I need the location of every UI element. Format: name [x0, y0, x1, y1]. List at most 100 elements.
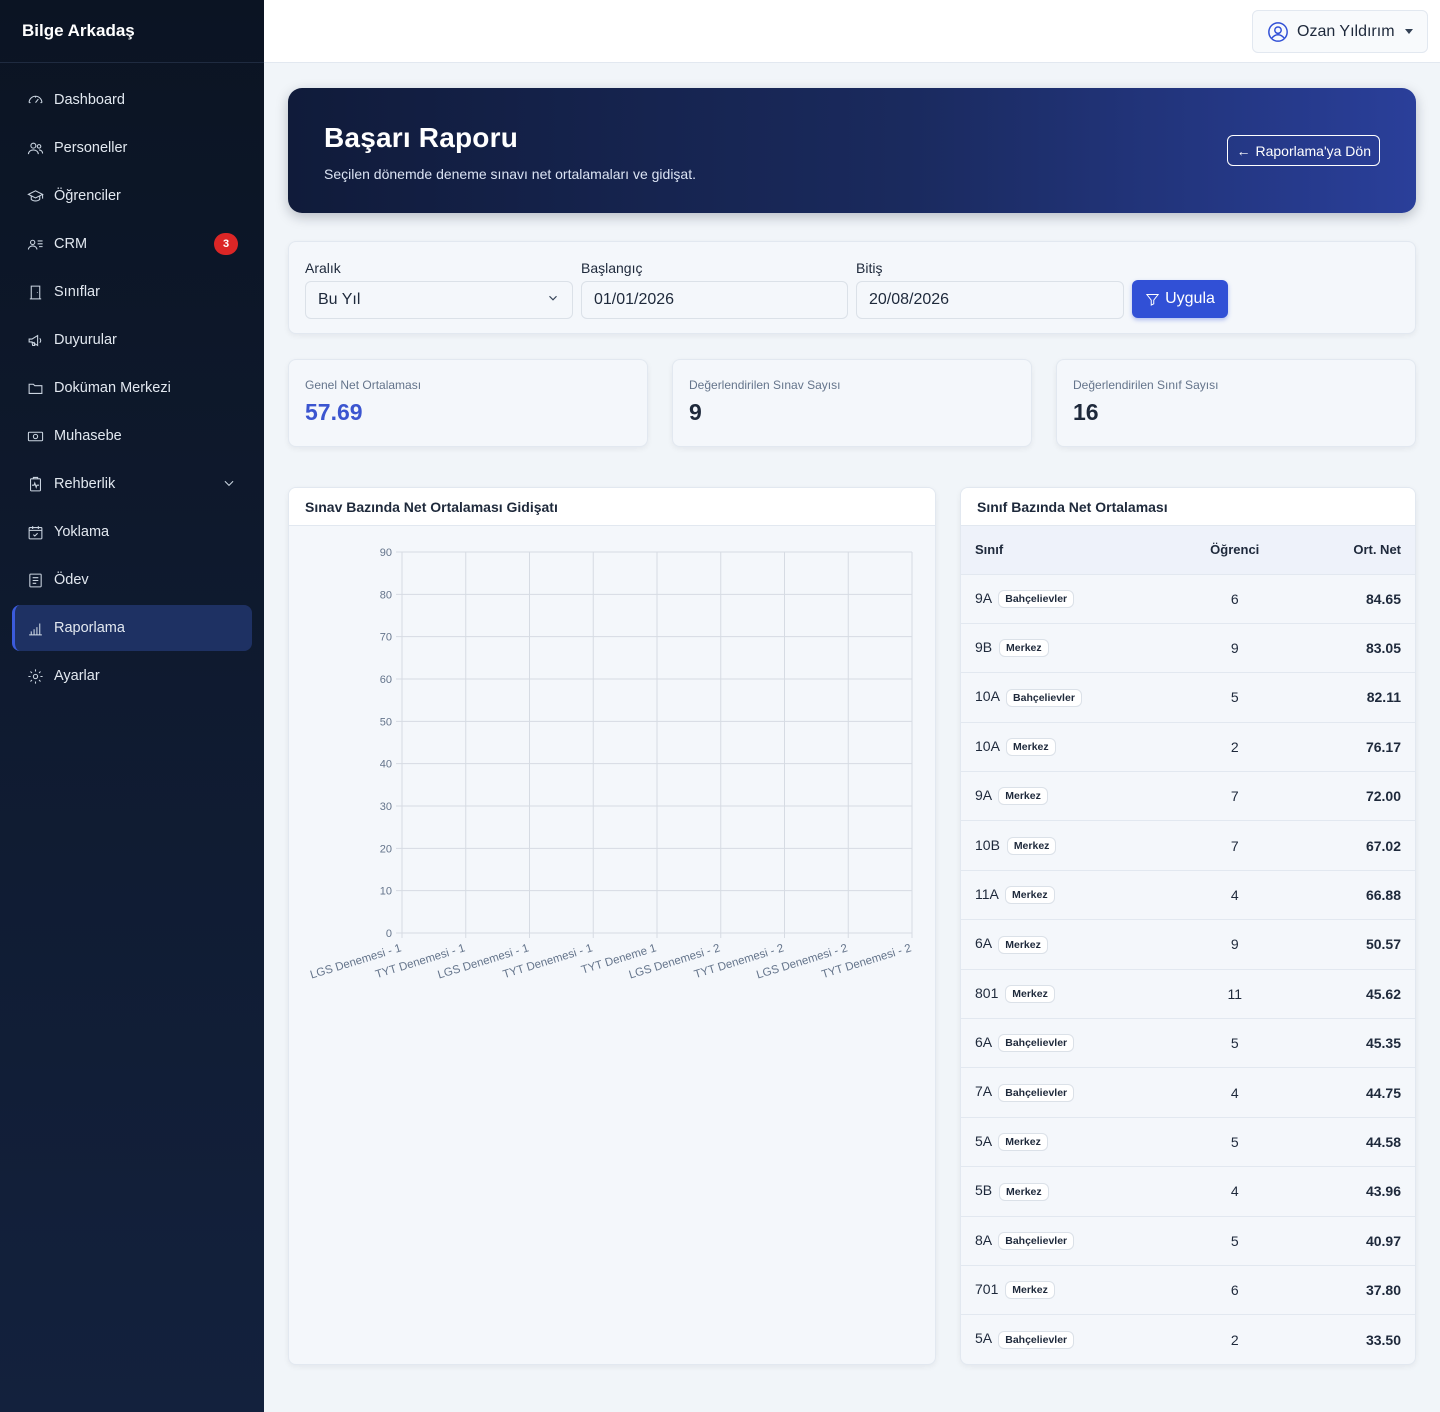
sidebar-item-duyurular[interactable]: Duyurular — [12, 317, 252, 363]
brand-logo-text[interactable]: Bilge Arkadaş — [0, 0, 264, 63]
sidebar-item-crm[interactable]: CRM 3 — [12, 221, 252, 267]
sidebar-item-label: Yoklama — [54, 524, 110, 540]
branch-badge: Bahçelievler — [998, 1034, 1075, 1053]
table-row[interactable]: 801 Merkez 11 45.62 — [961, 969, 1415, 1019]
y-tick-label: 70 — [380, 632, 392, 644]
start-date-field: Başlangıç 01/01/2026 — [581, 260, 848, 319]
table-row[interactable]: 5A Bahçelievler 2 33.50 — [961, 1315, 1415, 1364]
branch-badge: Bahçelievler — [1006, 688, 1082, 707]
start-date-input[interactable]: 01/01/2026 — [581, 281, 848, 319]
table-row[interactable]: 10B Merkez 7 67.02 — [961, 821, 1415, 871]
table-row[interactable]: 9B Merkez 9 83.05 — [961, 623, 1415, 673]
class-name: 7A — [975, 1083, 992, 1100]
contact-card-icon — [26, 235, 44, 253]
report-panels: Sınav Bazında Net Ortalaması Gidişatı 0 1… — [288, 487, 1416, 1367]
avg-net-cell: 72.00 — [1365, 788, 1401, 805]
student-count-cell: 6 — [1230, 590, 1239, 607]
student-count-cell: 5 — [1230, 1133, 1239, 1150]
sidebar-item-label: Rehberlik — [54, 476, 116, 492]
table-panel-title: Sınıf Bazında Net Ortalaması — [961, 488, 1415, 526]
stat-card-class-count: Değerlendirilen Sınıf Sayısı 16 — [1056, 359, 1416, 447]
avg-net-cell: 76.17 — [1365, 738, 1401, 755]
branch-badge: Bahçelievler — [998, 589, 1075, 608]
end-date-input[interactable]: 20/08/2026 — [856, 281, 1124, 319]
branch-badge: Merkez — [998, 787, 1048, 806]
student-count-cell: 2 — [1230, 738, 1239, 755]
calendar-check-icon — [26, 523, 44, 541]
table-header-row: Sınıf Öğrenci Ort. Net — [961, 526, 1415, 575]
student-count-cell: 7 — [1230, 788, 1239, 805]
chevron-down-icon[interactable] — [222, 476, 236, 494]
sidebar-item-odev[interactable]: Ödev — [12, 557, 252, 603]
table-row[interactable]: 9A Bahçelievler 6 84.65 — [961, 574, 1415, 624]
table-row[interactable]: 6A Merkez 9 50.57 — [961, 920, 1415, 970]
apply-filter-button[interactable]: Uygula — [1132, 280, 1228, 318]
class-name: 701 — [975, 1281, 999, 1298]
class-cell: 701 Merkez — [961, 1265, 1174, 1314]
branch-badge: Merkez — [999, 639, 1049, 658]
back-to-reports-button[interactable]: ← Raporlama'ya Dön — [1227, 135, 1380, 166]
branch-badge: Merkez — [999, 1182, 1049, 1201]
stat-card-general-net: Genel Net Ortalaması 57.69 — [288, 359, 648, 447]
table-row[interactable]: 9A Merkez 7 72.00 — [961, 772, 1415, 821]
table-row[interactable]: 701 Merkez 6 37.80 — [961, 1265, 1415, 1315]
branch-badge: Merkez — [998, 1133, 1048, 1152]
class-table-body: 9A Bahçelievler 6 84.65 9B Merkez 9 83.05 10A … — [961, 574, 1415, 1364]
class-cell: 10A Bahçelievler — [961, 673, 1174, 722]
sidebar-item-ayarlar[interactable]: Ayarlar — [12, 653, 252, 699]
class-name: 6A — [975, 1034, 992, 1051]
class-name: 10A — [975, 688, 1000, 705]
range-label: Aralık — [305, 260, 341, 276]
stat-label: Değerlendirilen Sınıf Sayısı — [1073, 378, 1219, 392]
sidebar-item-label: Ödev — [54, 572, 89, 588]
graduation-cap-icon — [26, 187, 44, 205]
sidebar-item-personeller[interactable]: Personeller — [12, 125, 252, 171]
class-name: 5B — [975, 1182, 993, 1199]
table-row[interactable]: 5B Merkez 4 43.96 — [961, 1167, 1415, 1217]
table-row[interactable]: 10A Bahçelievler 5 82.11 — [961, 673, 1415, 723]
page-header-banner: Başarı Raporu Seçilen dönemde deneme sın… — [288, 88, 1416, 213]
y-tick-label: 60 — [380, 674, 392, 686]
sidebar-item-rehberlik[interactable]: Rehberlik — [12, 461, 252, 507]
sidebar-item-muhasebe[interactable]: Muhasebe — [12, 413, 252, 459]
sidebar-item-siniflar[interactable]: Sınıflar — [12, 269, 252, 315]
column-header-avg-net[interactable]: Ort. Net — [1295, 526, 1415, 575]
student-count-cell: 11 — [1227, 985, 1242, 1002]
table-row[interactable]: 11A Merkez 4 66.88 — [961, 870, 1415, 920]
avg-net-cell: 82.11 — [1366, 689, 1401, 706]
sidebar-item-label: Ayarlar — [54, 668, 100, 684]
chart-panel-title: Sınav Bazında Net Ortalaması Gidişatı — [289, 488, 935, 526]
table-row[interactable]: 5A Merkez 5 44.58 — [961, 1117, 1415, 1167]
crm-count-badge: 3 — [214, 233, 238, 255]
class-cell: 9A Merkez — [961, 772, 1174, 821]
sidebar-item-dashboard[interactable]: Dashboard — [12, 77, 252, 123]
column-header-class[interactable]: Sınıf — [961, 526, 1174, 575]
avg-net-cell: 37.80 — [1365, 1282, 1401, 1299]
table-row[interactable]: 8A Bahçelievler 5 40.97 — [961, 1216, 1415, 1266]
column-header-students[interactable]: Öğrenci — [1173, 526, 1296, 575]
y-tick-label: 10 — [380, 886, 392, 898]
sidebar-item-dokuman-merkezi[interactable]: Doküman Merkezi — [12, 365, 252, 411]
range-select[interactable]: Bu Yıl — [305, 281, 573, 319]
sidebar-item-label: Muhasebe — [54, 428, 122, 444]
sidebar-item-label: Dashboard — [54, 92, 125, 108]
table-row[interactable]: 7A Bahçelievler 4 44.75 — [961, 1068, 1415, 1118]
table-row[interactable]: 10A Merkez 2 76.17 — [961, 722, 1415, 772]
sidebar-item-label: Öğrenciler — [54, 188, 121, 204]
sidebar-nav: Dashboard Personeller Öğrenciler CRM 3 S… — [0, 63, 264, 699]
trend-chart-panel: Sınav Bazında Net Ortalaması Gidişatı 0 1… — [288, 487, 936, 1365]
sidebar-item-raporlama[interactable]: Raporlama — [12, 605, 252, 651]
class-cell: 8A Bahçelievler — [961, 1216, 1174, 1265]
student-count-cell: 4 — [1230, 887, 1239, 904]
sidebar-item-ogrenciler[interactable]: Öğrenciler — [12, 173, 252, 219]
clipboard-pulse-icon — [26, 475, 44, 493]
class-name: 8A — [975, 1231, 992, 1248]
user-menu-button[interactable]: Ozan Yıldırım — [1252, 10, 1428, 53]
sidebar-item-yoklama[interactable]: Yoklama — [12, 509, 252, 555]
class-cell: 9B Merkez — [961, 623, 1174, 672]
sidebar-item-label: Doküman Merkezi — [54, 380, 171, 396]
table-row[interactable]: 6A Bahçelievler 5 45.35 — [961, 1019, 1415, 1068]
student-count-cell: 6 — [1230, 1282, 1239, 1299]
class-cell: 10B Merkez — [961, 821, 1174, 870]
